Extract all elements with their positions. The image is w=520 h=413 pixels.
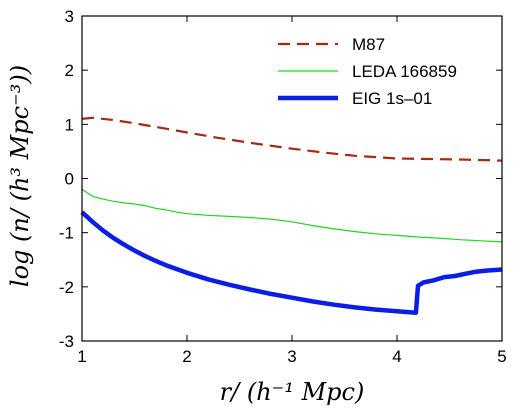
series-line-2 [81, 188, 503, 243]
x-tick-label: 3 [287, 347, 296, 366]
legend-label-1: M87 [352, 35, 385, 54]
y-tick-label: 1 [65, 115, 74, 134]
x-axis-label: r/ (h⁻¹ Mpc) [220, 378, 365, 406]
legend: M87 LEDA 166859 EIG 1s–01 [278, 35, 457, 108]
legend-label-2: LEDA 166859 [352, 62, 457, 81]
series-line-1 [81, 116, 503, 162]
y-tick-label: -1 [59, 224, 74, 243]
y-tick-label: 0 [65, 170, 74, 189]
x-tick-label: 5 [497, 347, 506, 366]
x-tick-label: 2 [182, 347, 191, 366]
y-tick-label: -3 [59, 332, 74, 351]
plot-lines [80, 116, 503, 316]
x-tick-label: 4 [392, 347, 401, 366]
x-tick-label: 1 [77, 347, 86, 366]
legend-label-3: EIG 1s–01 [352, 89, 432, 108]
series-line-3 [80, 210, 503, 316]
y-tick-label: 2 [65, 61, 74, 80]
y-axis-label: log (n/ (h³ Mpc⁻³)) [6, 65, 34, 287]
axis-ticks: 1 2 3 4 5 -3 -2 -1 0 1 2 3 [59, 7, 507, 366]
y-tick-label: -2 [59, 278, 74, 297]
y-tick-label: 3 [65, 7, 74, 26]
